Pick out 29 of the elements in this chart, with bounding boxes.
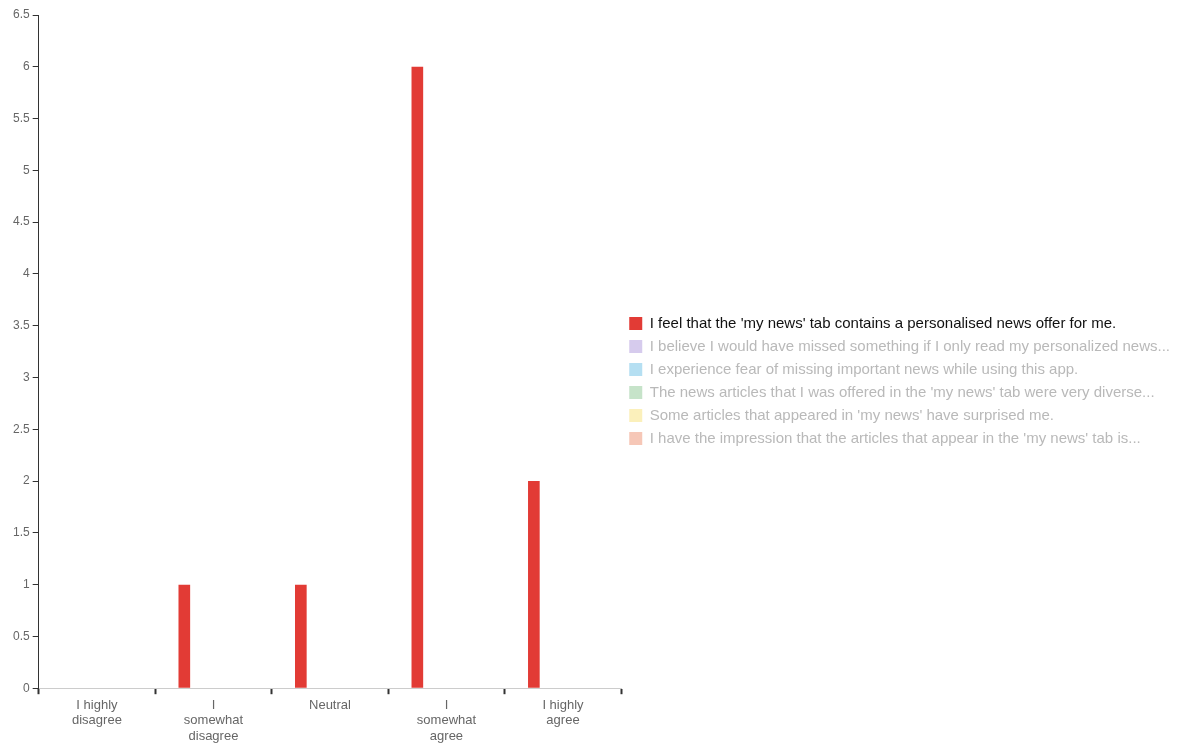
bar [528,481,540,688]
x-tick-label: Neutral [309,696,352,712]
legend-label: The news articles that I was offered in the 'my news' tab were very diverse... [649,382,1155,400]
y-tick-label: 3 [22,369,30,384]
legend-label: I have the impression that the articles that appear in the 'my news' tab is... [649,428,1141,446]
y-tick-label: 3.5 [12,318,30,333]
y-tick-label: 0 [22,680,30,695]
y-tick-label: 1.5 [12,525,30,540]
y-tick-label: 1 [22,576,30,591]
y-tick-label: 5.5 [12,110,30,125]
y-tick-label: 2 [22,473,30,488]
legend-label: I believe I would have missed something if I only read my personalized news... [649,336,1170,354]
legend-label: I feel that the 'my news' tab contains a personalised news offer for me. [649,313,1117,331]
legend-label: I experience fear of missing important news while using this app. [649,359,1079,377]
x-tick-label: I highly disagree [72,696,122,728]
y-tick-label: 4 [22,266,30,281]
bar [411,66,424,688]
x-tick-label: I highly agree [542,696,585,728]
y-tick-label: 4.5 [12,214,30,229]
legend-label: Some articles that appeared in 'my news' have surprised me. [649,405,1054,423]
x-tick-label: I somewhat agree [416,696,477,743]
y-tick-label: 6 [22,59,30,74]
bar [295,584,307,688]
y-tick-label: 2.5 [12,421,30,436]
y-tick-label: 5 [22,162,30,177]
y-tick-label: 6.5 [12,7,30,22]
bar [178,584,191,688]
x-tick-label: I somewhat disagree [183,696,244,743]
y-tick-label: 0.5 [12,628,30,643]
